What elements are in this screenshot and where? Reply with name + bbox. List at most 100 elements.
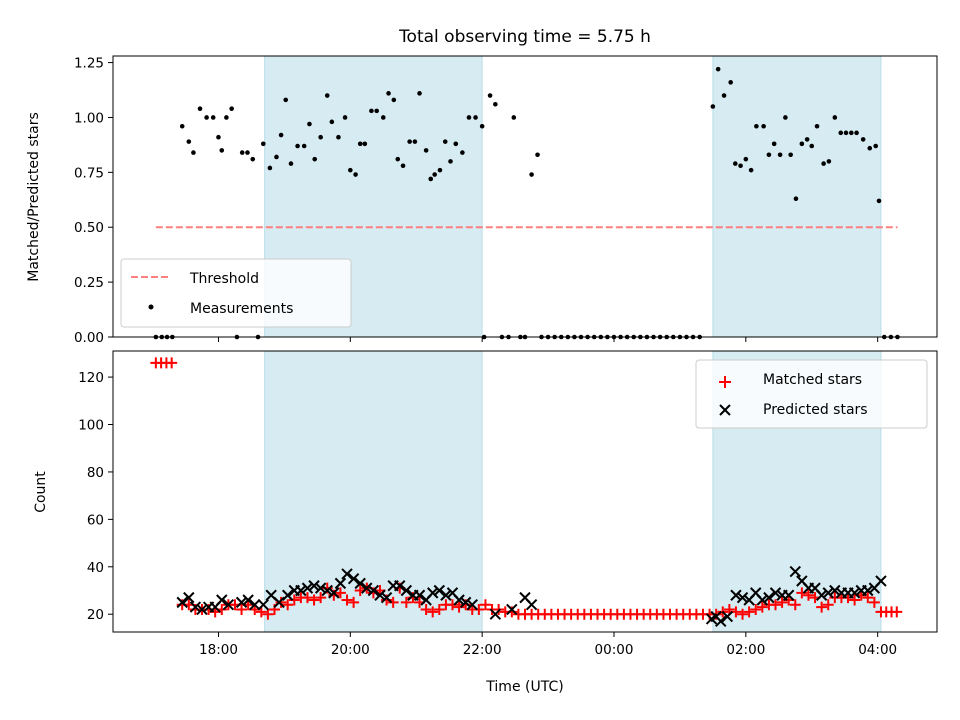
measurement-point bbox=[369, 108, 374, 114]
measurement-point bbox=[843, 130, 849, 136]
matched-star-point bbox=[341, 594, 353, 606]
matched-star-point bbox=[868, 596, 880, 608]
chart-title: Total observing time = 5.75 h bbox=[398, 27, 651, 47]
predicted-star-point bbox=[822, 587, 834, 599]
top-y-tick-label: 0.50 bbox=[74, 220, 104, 236]
measurement-point bbox=[295, 143, 300, 149]
measurement-point bbox=[732, 161, 738, 166]
measurement-point bbox=[357, 141, 363, 147]
predicted-star-point bbox=[875, 575, 887, 587]
matched-star-point bbox=[400, 596, 412, 608]
predicted-star-point bbox=[222, 599, 235, 611]
predicted-star-point bbox=[400, 584, 413, 597]
predicted-star-point bbox=[756, 594, 769, 606]
predicted-legend-swatch bbox=[719, 404, 731, 416]
measurement-point bbox=[743, 156, 749, 162]
predicted-star-point bbox=[341, 568, 353, 580]
top-panel: Total observing time = 5.75 h 0.00 0.25 0.… bbox=[26, 27, 938, 346]
matched-star-point bbox=[308, 594, 320, 606]
measurement-point bbox=[324, 93, 330, 98]
predicted-star-point bbox=[789, 565, 801, 578]
matched-star-point bbox=[255, 606, 267, 618]
measurement-point bbox=[761, 123, 766, 129]
predicted-stars-series bbox=[176, 565, 887, 628]
matched-star-point bbox=[750, 603, 762, 615]
measurement-point bbox=[448, 159, 453, 164]
matched-star-point bbox=[796, 587, 808, 599]
bottom-plot-frame bbox=[112, 350, 938, 633]
measurement-point bbox=[380, 115, 386, 120]
predicted-star-point bbox=[176, 596, 188, 609]
matched-star-point bbox=[166, 357, 178, 369]
predicted-star-point bbox=[466, 599, 478, 611]
measurement-point bbox=[442, 139, 448, 144]
measurement-point bbox=[267, 165, 273, 171]
predicted-star-point bbox=[281, 589, 294, 601]
predicted-star-point bbox=[440, 589, 452, 601]
measurement-point bbox=[283, 97, 289, 103]
measurement-point bbox=[348, 167, 353, 173]
top-y-tick-label: 0.00 bbox=[74, 330, 104, 346]
measurement-point bbox=[407, 139, 412, 144]
measurement-point bbox=[229, 106, 234, 111]
measurement-point bbox=[391, 97, 397, 103]
top-y-tick-label: 0.25 bbox=[74, 275, 104, 291]
matched-legend-swatch bbox=[719, 376, 731, 388]
measurement-point bbox=[329, 119, 335, 125]
measurement-point bbox=[529, 172, 534, 177]
measurement-point bbox=[197, 106, 203, 111]
matched-legend-label: Matched stars bbox=[763, 372, 862, 388]
predicted-star-point bbox=[380, 591, 393, 604]
measurement-point bbox=[318, 134, 323, 140]
top-legend: Threshold Measurements bbox=[120, 258, 352, 328]
measurement-point bbox=[873, 143, 878, 149]
measurement-point bbox=[826, 159, 832, 164]
measurement-point bbox=[336, 134, 341, 140]
matched-star-point bbox=[737, 608, 749, 620]
matched-star-point bbox=[816, 601, 828, 613]
measurement-point bbox=[250, 156, 256, 162]
top-y-tick-label: 1.25 bbox=[74, 56, 104, 72]
matched-star-point bbox=[275, 596, 287, 608]
matched-star-point bbox=[433, 603, 445, 615]
measurement-point bbox=[432, 172, 437, 177]
measurement-point bbox=[793, 196, 799, 201]
x-axis-label: Time (UTC) bbox=[485, 679, 563, 695]
observing-window-band bbox=[264, 350, 483, 633]
predicted-star-point bbox=[354, 577, 366, 590]
measurement-point bbox=[876, 198, 882, 204]
matched-star-point bbox=[453, 601, 465, 613]
measurement-point bbox=[210, 115, 216, 120]
measurement-point bbox=[204, 115, 209, 120]
predicted-star-point bbox=[721, 610, 734, 623]
predicted-star-point bbox=[249, 599, 261, 611]
predicted-star-point bbox=[427, 587, 439, 599]
threshold-legend-label: Threshold bbox=[189, 271, 259, 287]
matched-star-point bbox=[288, 594, 300, 606]
measurement-point bbox=[362, 141, 368, 147]
bottom-y-tick-label: 40 bbox=[87, 560, 104, 576]
measurement-point bbox=[224, 115, 229, 120]
matched-star-point bbox=[262, 608, 274, 620]
predicted-star-point bbox=[782, 589, 795, 601]
measurement-point bbox=[260, 141, 266, 147]
bottom-panel: 20 40 60 80 100 120 18:00 20:00 22:00 00:00 02:00… bbox=[33, 350, 938, 695]
measurement-point bbox=[710, 104, 716, 109]
matched-star-point bbox=[315, 592, 327, 604]
matched-star-point bbox=[862, 592, 874, 604]
measurement-point bbox=[301, 143, 307, 149]
measurement-point bbox=[838, 130, 844, 136]
measurement-point bbox=[821, 161, 826, 166]
predicted-star-point bbox=[715, 615, 727, 628]
matched-star-point bbox=[479, 599, 491, 611]
measurement-point bbox=[788, 152, 793, 158]
predicted-star-point bbox=[361, 582, 373, 594]
predicted-star-point bbox=[459, 596, 472, 609]
measurement-point bbox=[867, 145, 873, 151]
predicted-star-point bbox=[295, 584, 307, 597]
predicted-star-point bbox=[374, 589, 386, 601]
predicted-star-point bbox=[321, 584, 333, 597]
measurement-point bbox=[453, 141, 459, 147]
measurement-point bbox=[400, 163, 406, 169]
measurement-point bbox=[219, 148, 225, 153]
